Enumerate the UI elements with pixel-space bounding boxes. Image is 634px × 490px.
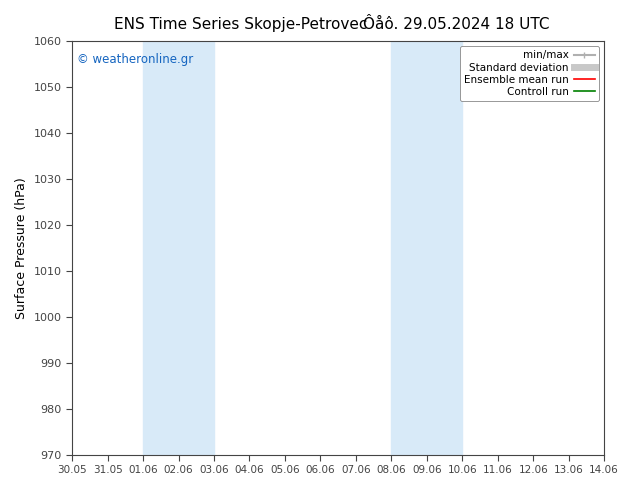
Text: Ôåô. 29.05.2024 18 UTC: Ôåô. 29.05.2024 18 UTC bbox=[363, 17, 550, 32]
Legend: min/max, Standard deviation, Ensemble mean run, Controll run: min/max, Standard deviation, Ensemble me… bbox=[460, 46, 599, 101]
Y-axis label: Surface Pressure (hPa): Surface Pressure (hPa) bbox=[15, 177, 28, 318]
Text: © weatheronline.gr: © weatheronline.gr bbox=[77, 53, 193, 67]
Bar bbox=[143, 41, 214, 455]
Text: ENS Time Series Skopje-Petrovec: ENS Time Series Skopje-Petrovec bbox=[114, 17, 368, 32]
Bar bbox=[391, 41, 462, 455]
